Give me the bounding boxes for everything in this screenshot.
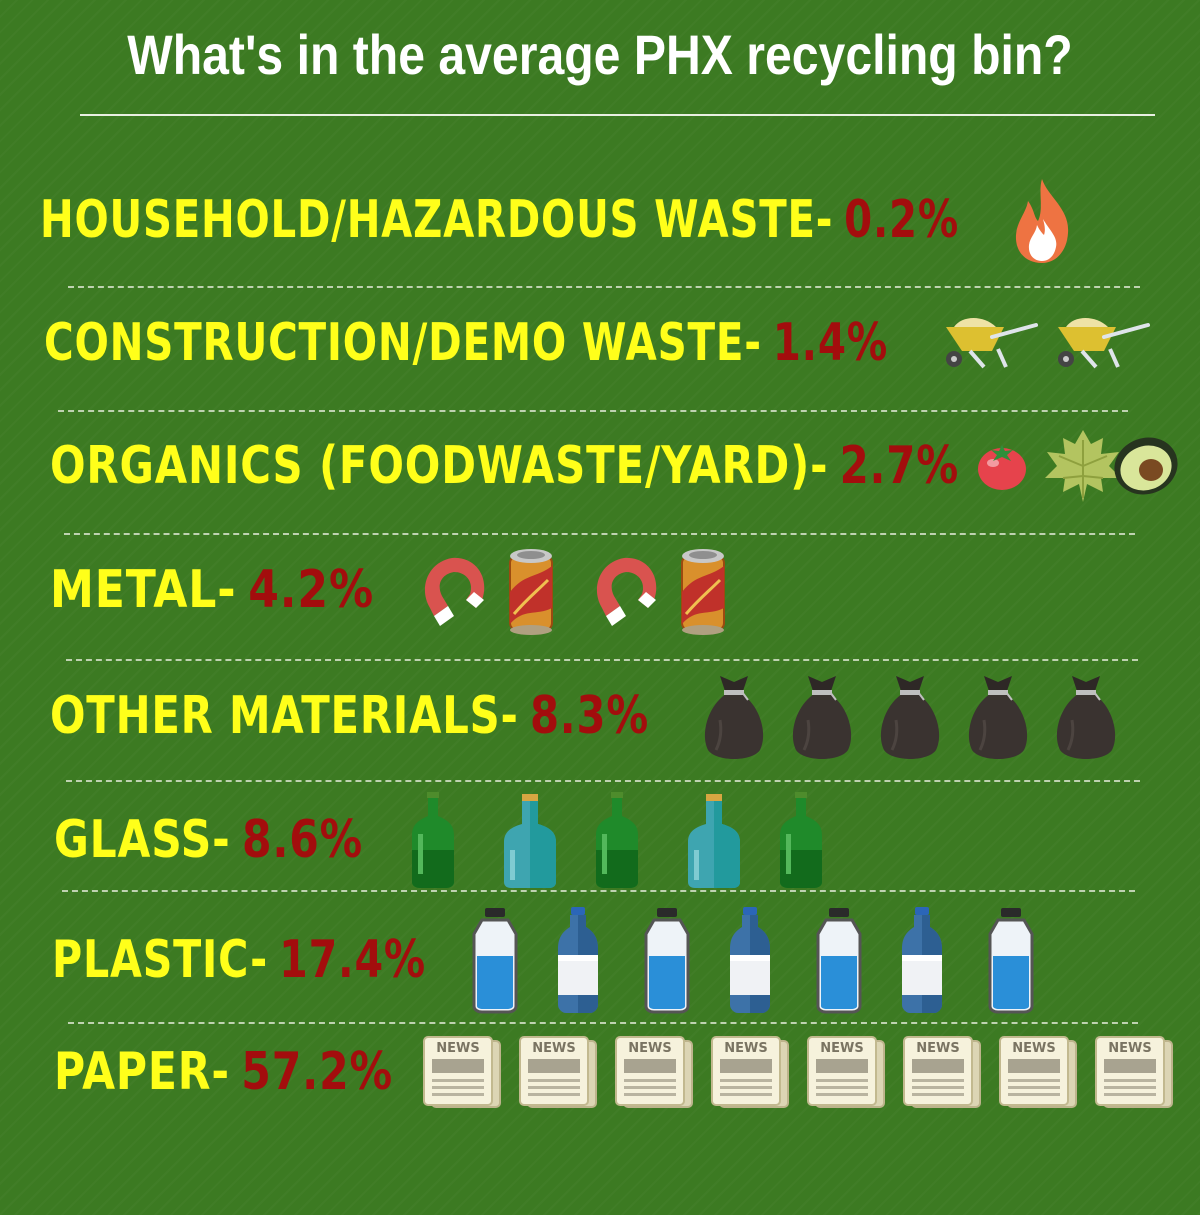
flame-icon — [1010, 175, 1074, 265]
water-jug-icon — [470, 906, 520, 1014]
category-row-label: PLASTIC- 17.4% — [52, 930, 426, 990]
magnet-icon — [420, 550, 490, 630]
infographic-title: What's in the average PHX recycling bin? — [84, 10, 1116, 100]
percent-data-label: 4.2% — [248, 560, 374, 620]
category-label: GLASS- — [54, 810, 231, 870]
category-row-label: PAPER- 57.2% — [54, 1042, 393, 1102]
category-label: PAPER- — [54, 1042, 230, 1102]
trash-bag-icon — [790, 670, 854, 762]
row-divider — [64, 533, 1135, 535]
can-icon — [678, 544, 728, 636]
wheelbarrow-icon — [1052, 313, 1152, 373]
percent-data-label: 2.7% — [840, 436, 959, 496]
svg-text:NEWS: NEWS — [532, 1041, 575, 1056]
row-divider — [62, 890, 1135, 892]
svg-text:NEWS: NEWS — [628, 1041, 671, 1056]
category-label: CONSTRUCTION/DEMO WASTE- — [44, 313, 762, 373]
trash-bag-icon — [702, 670, 766, 762]
category-label: METAL- — [50, 560, 236, 620]
trash-bag-icon — [878, 670, 942, 762]
row-divider — [58, 410, 1128, 412]
trash-bag-icon — [1054, 670, 1118, 762]
magnet-icon — [592, 550, 662, 630]
percent-data-label: 0.2% — [844, 190, 959, 250]
newspaper-icon: NEWS — [1094, 1035, 1174, 1109]
category-row-label: METAL- 4.2% — [50, 560, 374, 620]
category-row-label: ORGANICS (FOODWASTE/YARD)- 2.7% — [50, 436, 959, 496]
wheelbarrow-icon — [940, 313, 1040, 373]
row-divider — [66, 659, 1138, 661]
teal-bottle-icon — [686, 792, 742, 888]
newspaper-icon: NEWS — [710, 1035, 790, 1109]
svg-text:NEWS: NEWS — [916, 1041, 959, 1056]
newspaper-icon: NEWS — [518, 1035, 598, 1109]
newspaper-icon: NEWS — [422, 1035, 502, 1109]
svg-text:NEWS: NEWS — [1012, 1041, 1055, 1056]
newspaper-icon: NEWS — [998, 1035, 1078, 1109]
percent-data-label: 8.3% — [530, 686, 649, 746]
category-label: HOUSEHOLD/HAZARDOUS WASTE- — [40, 190, 833, 250]
row-divider — [68, 286, 1140, 288]
percent-data-label: 57.2% — [241, 1042, 393, 1102]
tomato-icon — [975, 439, 1029, 493]
category-row-label: HOUSEHOLD/HAZARDOUS WASTE- 0.2% — [40, 190, 959, 250]
green-bottle-icon — [594, 790, 640, 890]
teal-bottle-icon — [502, 792, 558, 888]
category-label: PLASTIC- — [52, 930, 268, 990]
green-bottle-icon — [778, 790, 824, 890]
title-underline — [80, 114, 1155, 116]
svg-text:NEWS: NEWS — [820, 1041, 863, 1056]
row-divider — [66, 780, 1140, 782]
water-bottle-icon — [556, 905, 600, 1015]
water-bottle-icon — [900, 905, 944, 1015]
category-row-label: GLASS- 8.6% — [54, 810, 363, 870]
category-row-label: OTHER MATERIALS- 8.3% — [50, 686, 649, 746]
newspaper-icon: NEWS — [902, 1035, 982, 1109]
water-bottle-icon — [728, 905, 772, 1015]
water-jug-icon — [814, 906, 864, 1014]
green-bottle-icon — [410, 790, 456, 890]
category-label: ORGANICS (FOODWASTE/YARD)- — [50, 436, 828, 496]
percent-data-label: 17.4% — [279, 930, 426, 990]
svg-text:NEWS: NEWS — [436, 1041, 479, 1056]
row-divider — [68, 1022, 1138, 1024]
category-row-label: CONSTRUCTION/DEMO WASTE- 1.4% — [44, 313, 888, 373]
category-label: OTHER MATERIALS- — [50, 686, 519, 746]
percent-data-label: 1.4% — [773, 313, 888, 373]
avocado-icon — [1111, 434, 1181, 498]
svg-text:NEWS: NEWS — [1108, 1041, 1151, 1056]
percent-data-label: 8.6% — [242, 810, 363, 870]
can-icon — [506, 544, 556, 636]
trash-bag-icon — [966, 670, 1030, 762]
svg-text:NEWS: NEWS — [724, 1041, 767, 1056]
water-jug-icon — [642, 906, 692, 1014]
water-jug-icon — [986, 906, 1036, 1014]
newspaper-icon: NEWS — [806, 1035, 886, 1109]
newspaper-icon: NEWS — [614, 1035, 694, 1109]
